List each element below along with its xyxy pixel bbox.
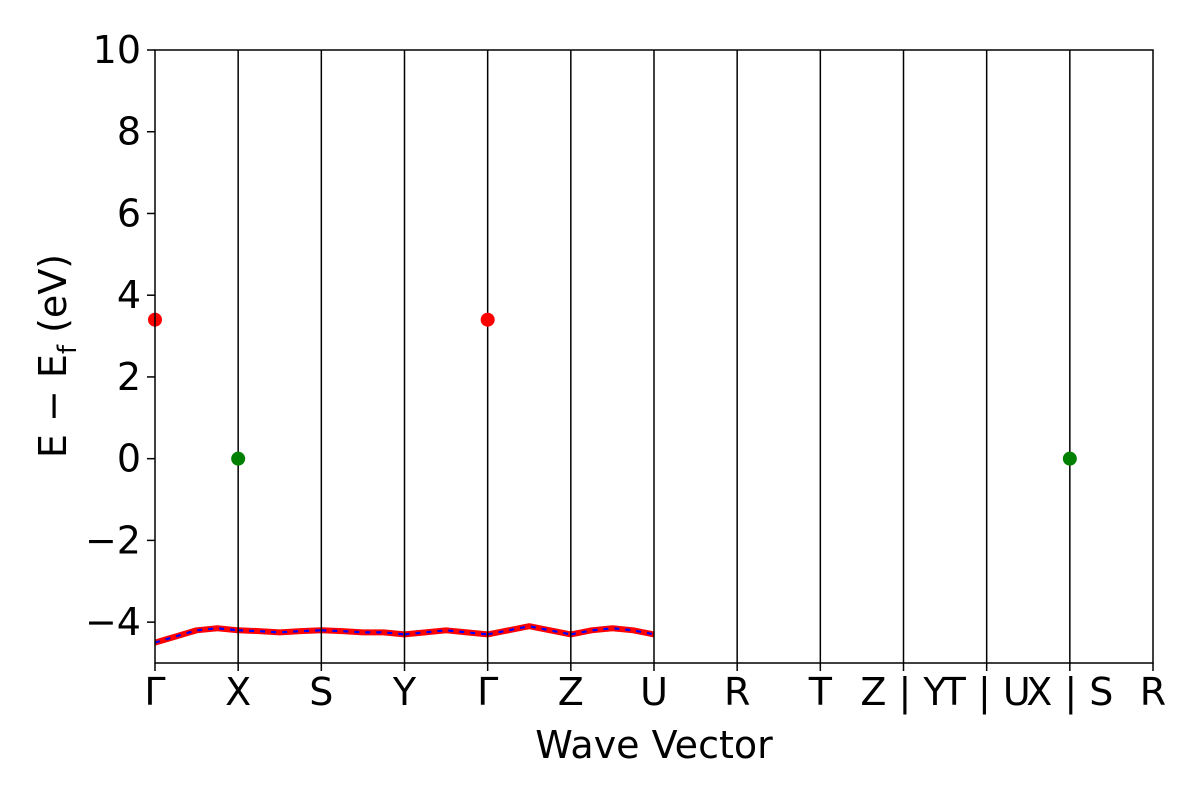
cbm-marker-1	[480, 312, 495, 327]
vbm-marker-0	[231, 451, 246, 466]
y-axis-title: E − Ef (eV)	[31, 254, 83, 458]
band-0-segment-3-dashed	[405, 667, 488, 675]
x-tick-label-5: Z	[558, 670, 584, 714]
x-tick-label-0: Γ	[144, 670, 165, 714]
extrema-markers	[148, 312, 1077, 466]
x-tick-label-9: Z | Y	[860, 670, 947, 715]
y-tick-label-1: −2	[85, 518, 141, 562]
y-tick-label-3: 2	[117, 355, 141, 399]
x-tick-label-3: Y	[392, 670, 417, 714]
y-axis-title-subscript: f	[53, 344, 83, 354]
x-tick-label-2: S	[309, 670, 333, 714]
x-tick-label-4: Γ	[477, 670, 498, 714]
high-symmetry-lines	[237, 50, 1071, 663]
y-tick-label-6: 8	[117, 110, 141, 154]
y-tick-label-0: −4	[85, 600, 141, 644]
x-tick-label-7: R	[724, 670, 750, 714]
y-tick-label-7: 10	[93, 28, 141, 72]
x-tick-label-8: T	[808, 670, 833, 714]
vbm-marker-1	[1062, 451, 1077, 466]
y-axis-title-unit: (eV)	[31, 254, 75, 345]
band-1-segment-2-dashed	[321, 629, 405, 636]
y-axis-title-main: E − E	[31, 354, 75, 458]
x-tick-label-10: T | U	[942, 670, 1031, 715]
band-1-segment-3-dashed	[404, 629, 488, 636]
band-0-segment-3-solid	[405, 667, 488, 675]
band-1-segment-1-dashed	[238, 629, 322, 634]
y-tick-label-4: 4	[117, 273, 141, 317]
x-tick-label-12: R	[1140, 670, 1166, 714]
x-tick-label-1: X	[225, 670, 251, 714]
x-tick-label-11: X | S	[1026, 670, 1113, 715]
band-1-segment-4-dashed	[487, 625, 572, 636]
band-lines	[155, 623, 655, 675]
y-tick-label-5: 6	[117, 191, 141, 235]
x-tick-label-6: U	[640, 670, 668, 714]
x-axis-title: Wave Vector	[535, 723, 773, 767]
band-1-segment-4-solid	[487, 623, 572, 638]
band-1-segment-5-dashed	[570, 627, 655, 636]
y-tick-label-2: 0	[117, 437, 141, 481]
y-axis: −4 −2 0 2 4 6 8 10	[85, 28, 155, 644]
band-1-segment-0-dashed	[155, 627, 239, 644]
x-axis: Γ X S Y Γ Z U R T Z | YT | UX | S R	[144, 663, 1166, 715]
band-1-segment-0-solid	[155, 625, 239, 646]
